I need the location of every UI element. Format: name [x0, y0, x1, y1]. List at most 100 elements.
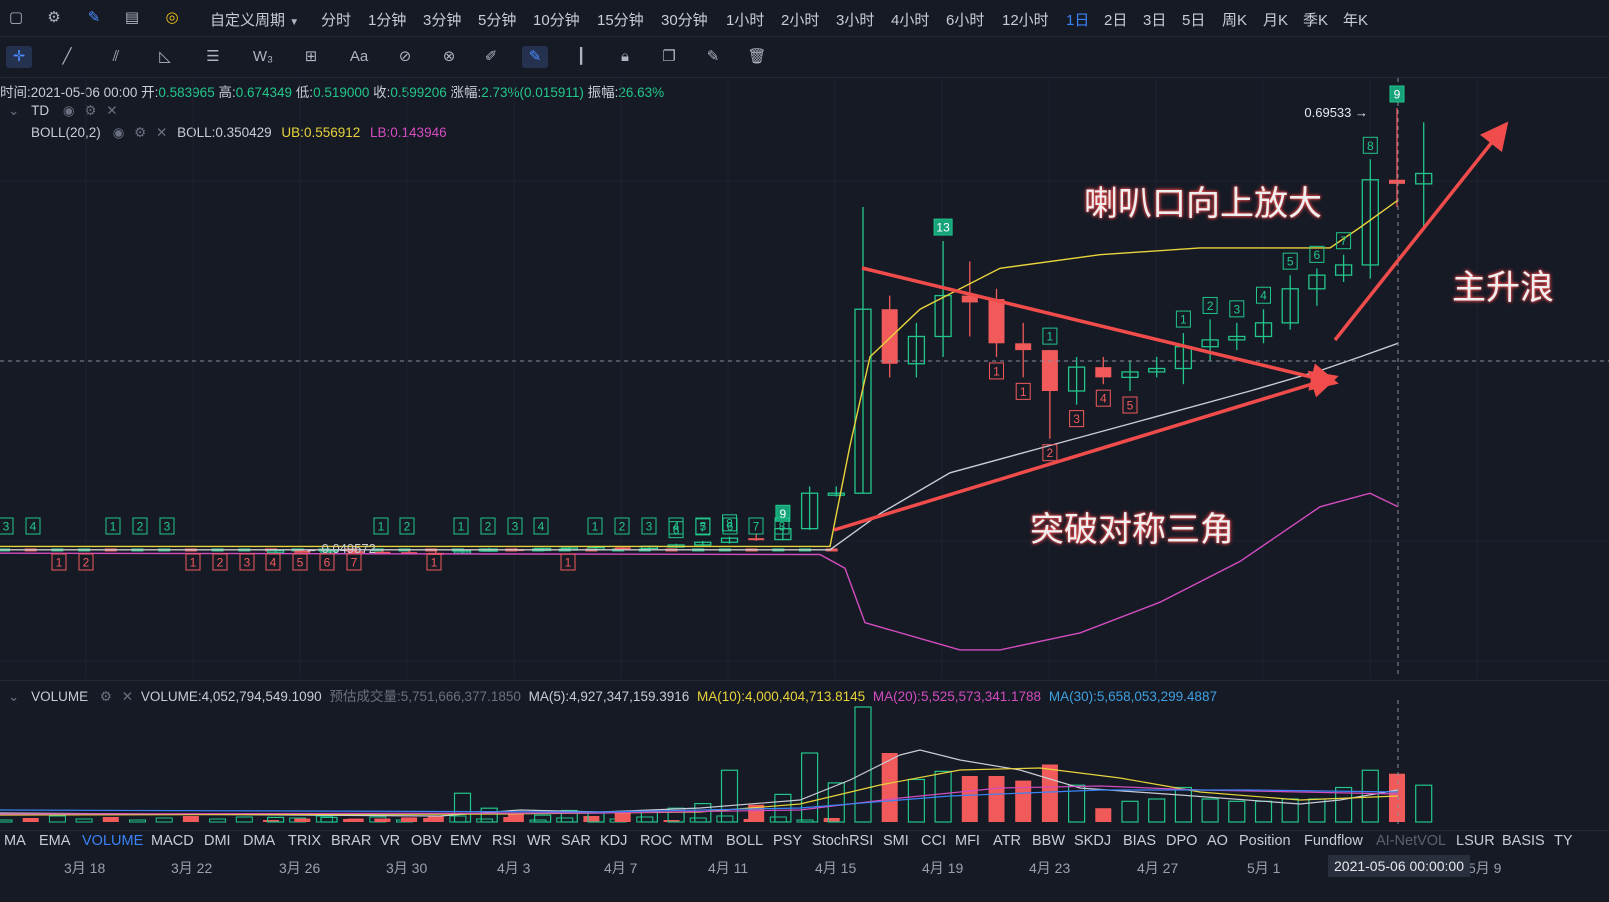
close-icon[interactable]: ✕ [155, 125, 168, 140]
brush-icon[interactable]: ⊘ [398, 48, 412, 65]
indicator-5[interactable]: DMA [243, 833, 276, 849]
period-1[interactable]: 1分钟 [368, 12, 407, 29]
collapse-chevron-icon[interactable]: ⌄ [8, 689, 20, 704]
indicator-23[interactable]: ATR [993, 833, 1021, 849]
edit-note-icon[interactable]: ✎ [706, 48, 720, 65]
lock-icon[interactable]: 🔒︎ [621, 48, 629, 65]
measure-icon[interactable]: ⊞ [304, 48, 318, 65]
indicator-19[interactable]: StochRSI [812, 833, 874, 849]
copy-icon[interactable]: ❐ [662, 48, 676, 65]
settings-icon[interactable]: ⚙ [99, 689, 112, 704]
td-left-up-box-15 [695, 517, 711, 535]
td-down-box-2 [1042, 444, 1058, 462]
eraser-shape-icon[interactable]: ⊗ [442, 48, 456, 65]
volume-chart[interactable] [0, 700, 1609, 828]
indicator-3[interactable]: MACD [151, 833, 194, 849]
indicator-22[interactable]: MFI [955, 833, 980, 849]
period-19[interactable]: 季K [1303, 12, 1329, 29]
period-16[interactable]: 5日 [1182, 12, 1206, 29]
indicator-0[interactable]: MA [4, 833, 26, 849]
indicator-34[interactable]: TY [1554, 833, 1573, 849]
period-6[interactable]: 30分钟 [661, 12, 708, 29]
period-0[interactable]: 分时 [321, 12, 352, 29]
indicator-16[interactable]: MTM [680, 833, 714, 849]
period-13[interactable]: 1日 [1066, 12, 1090, 29]
trash-icon[interactable]: 🗑︎ [747, 48, 767, 65]
pane-divider[interactable] [0, 680, 1609, 681]
indicator-12[interactable]: WR [527, 833, 552, 849]
text-tool-icon[interactable]: Aa [349, 48, 369, 65]
wave-pattern-icon[interactable]: W₃ [252, 48, 274, 65]
period-17[interactable]: 周K [1222, 12, 1248, 29]
candle-pattern-icon[interactable]: ┃ [576, 48, 586, 65]
period-15[interactable]: 3日 [1143, 12, 1167, 29]
draw-pen-icon[interactable]: ✎ [87, 9, 101, 26]
ruler-icon[interactable]: ✐ [484, 48, 498, 65]
indicator-14[interactable]: KDJ [600, 833, 628, 849]
indicator-1[interactable]: EMA [39, 833, 71, 849]
indicator-9[interactable]: OBV [411, 833, 442, 849]
indicator-10[interactable]: EMV [450, 833, 482, 849]
pen-draw-icon[interactable]: ✎ [522, 46, 548, 68]
td-up-label-11: 6 [1314, 248, 1321, 262]
period-10[interactable]: 4小时 [891, 12, 930, 29]
period-12[interactable]: 12小时 [1002, 12, 1049, 29]
indicator-28[interactable]: AO [1207, 833, 1228, 849]
period-4[interactable]: 10分钟 [533, 12, 580, 29]
custom-period-dropdown[interactable]: 自定义周期 ▼ [210, 9, 299, 30]
indicator-27[interactable]: DPO [1166, 833, 1198, 849]
indicator-30[interactable]: Fundflow [1304, 833, 1363, 849]
indicator-33[interactable]: BASIS [1502, 833, 1545, 849]
period-3[interactable]: 5分钟 [478, 12, 517, 29]
indicator-6[interactable]: TRIX [288, 833, 322, 849]
td-left-down-box-2 [185, 553, 201, 571]
angle-icon[interactable]: ◺ [159, 48, 171, 65]
indicator-2[interactable]: VOLUME [82, 833, 144, 849]
indicator-8[interactable]: VR [380, 833, 401, 849]
period-2[interactable]: 3分钟 [423, 12, 462, 29]
indicator-11[interactable]: RSI [492, 833, 517, 849]
period-7[interactable]: 1小时 [726, 12, 765, 29]
period-14[interactable]: 2日 [1104, 12, 1128, 29]
indicator-7[interactable]: BRAR [331, 833, 372, 849]
period-11[interactable]: 6小时 [946, 12, 985, 29]
indicator-18[interactable]: PSY [773, 833, 803, 849]
close-icon[interactable]: ✕ [121, 689, 134, 704]
triangle-lower-line [833, 370, 1339, 532]
indicator-25[interactable]: SKDJ [1074, 833, 1112, 849]
vol-flat-3 [75, 818, 93, 823]
indicator-24[interactable]: BBW [1032, 833, 1066, 849]
period-20[interactable]: 年K [1343, 12, 1369, 29]
indicator-20[interactable]: SMI [883, 833, 909, 849]
layout-icon[interactable]: ▤ [124, 9, 140, 26]
indicator-26[interactable]: BIAS [1123, 833, 1157, 849]
indicator-15[interactable]: ROC [640, 833, 673, 849]
eye-icon[interactable]: ◉ [112, 125, 125, 140]
indicator-17[interactable]: BOLL [726, 833, 764, 849]
indicator-31[interactable]: AI-NetVOL [1376, 833, 1447, 849]
chart-type-icon[interactable]: ▢ [8, 9, 24, 26]
indicator-21[interactable]: CCI [921, 833, 946, 849]
indicator-circle-icon[interactable]: ◎ [165, 9, 179, 26]
parallel-channel-icon[interactable]: ⫽ [112, 48, 120, 65]
indicator-29[interactable]: Position [1239, 833, 1291, 849]
close-icon[interactable]: ✕ [106, 103, 118, 118]
period-5[interactable]: 15分钟 [597, 12, 644, 29]
crosshair-icon[interactable]: ✛ [6, 46, 32, 68]
settings-icon[interactable]: ⚙ [134, 125, 147, 140]
td-down-box-3 [1069, 410, 1085, 428]
period-9[interactable]: 3小时 [836, 12, 875, 29]
settings-icon[interactable]: ⚙ [84, 103, 97, 118]
indicator-13[interactable]: SAR [561, 833, 591, 849]
settings-icon[interactable]: ⚙ [47, 9, 61, 26]
period-8[interactable]: 2小时 [781, 12, 820, 29]
period-18[interactable]: 月K [1263, 12, 1289, 29]
trend-line-icon[interactable]: ╱ [62, 48, 72, 65]
indicator-4[interactable]: DMI [204, 833, 231, 849]
collapse-chevron-icon[interactable]: ⌄ [8, 103, 20, 118]
candle-body-2021-04-06 [614, 547, 631, 550]
horizontal-lines-icon[interactable]: ☰ [206, 48, 220, 65]
eye-icon[interactable]: ◉ [62, 103, 75, 118]
indicator-32[interactable]: LSUR [1456, 833, 1495, 849]
